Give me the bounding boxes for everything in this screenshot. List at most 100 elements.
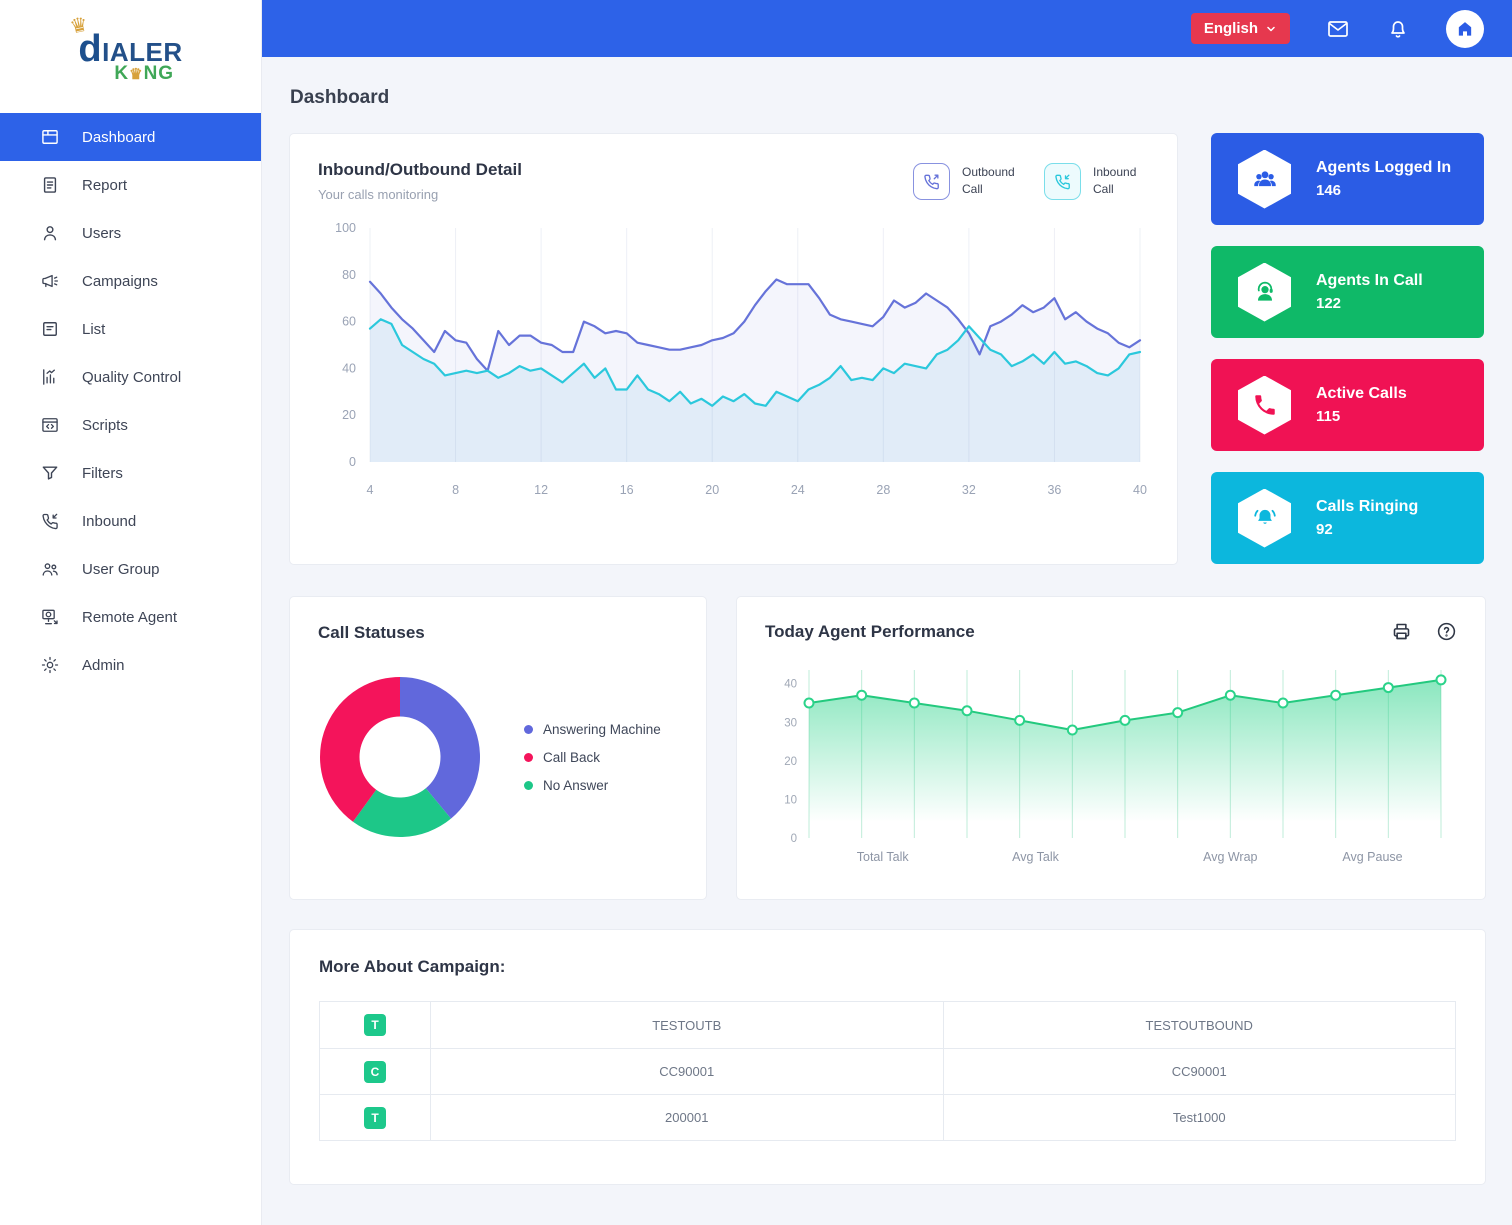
megaphone-icon [40, 271, 60, 291]
agent-headset-icon [1238, 262, 1291, 322]
sidebar-item-inbound[interactable]: Inbound [0, 497, 261, 545]
crown-icon: ♛ [68, 13, 91, 39]
svg-text:24: 24 [791, 483, 805, 497]
language-label: English [1203, 20, 1258, 37]
table-cell-badge: C [320, 1048, 430, 1094]
sidebar-item-list[interactable]: List [0, 305, 261, 353]
svg-text:Total Talk: Total Talk [857, 850, 910, 864]
svg-text:80: 80 [342, 268, 356, 282]
svg-text:32: 32 [962, 483, 976, 497]
svg-text:20: 20 [705, 483, 719, 497]
stat-value: 122 [1316, 295, 1342, 312]
svg-text:Avg Talk: Avg Talk [1012, 850, 1060, 864]
legend-call-back[interactable]: Call Back [524, 750, 661, 765]
svg-text:40: 40 [1133, 483, 1147, 497]
stat-agents-logged-in: Agents Logged In 146 [1211, 133, 1484, 225]
svg-text:Avg Pause: Avg Pause [1342, 850, 1402, 864]
remote-agent-icon [40, 607, 60, 627]
chevron-down-icon [1267, 26, 1275, 31]
brand-word-king: K♛NG [114, 63, 175, 84]
notifications-bell-icon[interactable] [1386, 17, 1410, 41]
sidebar-item-label: Users [82, 224, 122, 242]
legend-outbound-call[interactable]: Outbound Call [913, 160, 1018, 202]
card-title: More About Campaign: [319, 957, 506, 976]
sidebar-nav: Dashboard Report Users Campaigns List Qu… [0, 113, 261, 689]
table-cell: TESTOUTBOUND [942, 1002, 1456, 1048]
card-title: Call Statuses [318, 623, 425, 642]
print-icon[interactable] [1391, 621, 1412, 642]
stat-agents-in-call: Agents In Call 122 [1211, 246, 1484, 338]
legend-label: Outbound Call [962, 165, 1015, 196]
sidebar-item-remote-agent[interactable]: Remote Agent [0, 593, 261, 641]
stat-label: Calls Ringing [1316, 498, 1419, 515]
svg-text:40: 40 [784, 679, 797, 691]
stats-column: Agents Logged In 146 Agents In Call 122 [1211, 133, 1484, 565]
sidebar-item-label: Scripts [82, 416, 128, 434]
legend-label: Call Back [543, 749, 601, 765]
legend-answering-machine[interactable]: Answering Machine [524, 722, 661, 737]
sidebar-item-label: Inbound [82, 512, 137, 530]
svg-text:0: 0 [791, 833, 797, 845]
bar-chart-icon [40, 367, 60, 387]
svg-text:4: 4 [367, 483, 374, 497]
stat-active-calls: Active Calls 115 [1211, 359, 1484, 451]
stat-value: 92 [1316, 521, 1333, 538]
stat-label: Active Calls [1316, 385, 1407, 402]
legend-dot [524, 752, 533, 762]
sidebar-item-label: Report [82, 176, 128, 194]
sidebar-item-admin[interactable]: Admin [0, 641, 261, 689]
sidebar-item-quality-control[interactable]: Quality Control [0, 353, 261, 401]
call-statuses-card: Call Statuses Answering Machine Call Bac… [289, 596, 707, 900]
campaign-type-badge: T [364, 1014, 386, 1036]
sidebar-item-user-group[interactable]: User Group [0, 545, 261, 593]
table-cell: Test1000 [942, 1094, 1455, 1140]
sidebar-item-report[interactable]: Report [0, 161, 261, 209]
phone-incoming-icon [40, 511, 60, 531]
svg-text:30: 30 [784, 717, 797, 729]
sidebar-item-filters[interactable]: Filters [0, 449, 261, 497]
phone-icon [1238, 375, 1291, 435]
campaign-table: T TESTOUTB TESTOUTBOUND C CC90001 CC9000… [319, 1001, 1456, 1141]
language-selector[interactable]: English [1190, 13, 1290, 44]
code-window-icon [40, 415, 60, 435]
agent-performance-card: Today Agent Performance 0 10 20 30 40 Total T… [736, 596, 1486, 900]
stat-value: 146 [1316, 182, 1342, 199]
inbound-outbound-line-chart: 4 8 12 16 20 24 28 32 36 40 0 20 40 60 80 100 [335, 221, 1147, 497]
phone-incoming-icon [1044, 162, 1081, 200]
funnel-icon [40, 463, 60, 483]
legend-label: Inbound Call [1093, 165, 1137, 196]
svg-text:12: 12 [534, 483, 548, 497]
agent-performance-area-chart: 0 10 20 30 40 Total Talk Avg Talk Avg Wrap Avg P… [784, 670, 1447, 864]
user-group-icon [40, 559, 60, 579]
sidebar-item-campaigns[interactable]: Campaigns [0, 257, 261, 305]
stat-value: 115 [1316, 408, 1341, 425]
chart-legend: Outbound Call Inbound Call [913, 160, 1149, 202]
home-button[interactable] [1446, 9, 1484, 48]
stat-label: Agents In Call [1316, 272, 1423, 289]
crown-icon-small: ♛ [129, 66, 144, 83]
legend-label: No Answer [543, 777, 609, 793]
svg-text:20: 20 [784, 756, 797, 768]
help-icon[interactable] [1436, 621, 1457, 642]
legend-dot [524, 780, 533, 790]
dashboard-icon [40, 127, 60, 147]
card-title: Today Agent Performance [765, 621, 975, 641]
agents-group-icon [1238, 149, 1291, 209]
sidebar-item-label: Filters [82, 464, 123, 482]
legend-no-answer[interactable]: No Answer [524, 778, 661, 793]
home-icon [1458, 21, 1472, 36]
svg-text:20: 20 [342, 408, 356, 422]
sidebar-item-label: Dashboard [82, 128, 156, 146]
svg-text:28: 28 [876, 483, 890, 497]
sidebar-item-dashboard[interactable]: Dashboard [0, 113, 261, 161]
table-cell: 200001 [430, 1094, 943, 1140]
stat-calls-ringing: Calls Ringing 92 [1211, 472, 1484, 564]
card-title: Inbound/Outbound Detail [318, 160, 522, 179]
sidebar-item-label: User Group [82, 560, 160, 578]
table-cell-badge: T [320, 1002, 430, 1048]
sidebar-item-scripts[interactable]: Scripts [0, 401, 261, 449]
campaign-card: More About Campaign: T TESTOUTB TESTOUTB… [289, 929, 1486, 1185]
mail-icon[interactable] [1326, 17, 1350, 41]
legend-inbound-call[interactable]: Inbound Call [1044, 160, 1149, 202]
sidebar-item-users[interactable]: Users [0, 209, 261, 257]
